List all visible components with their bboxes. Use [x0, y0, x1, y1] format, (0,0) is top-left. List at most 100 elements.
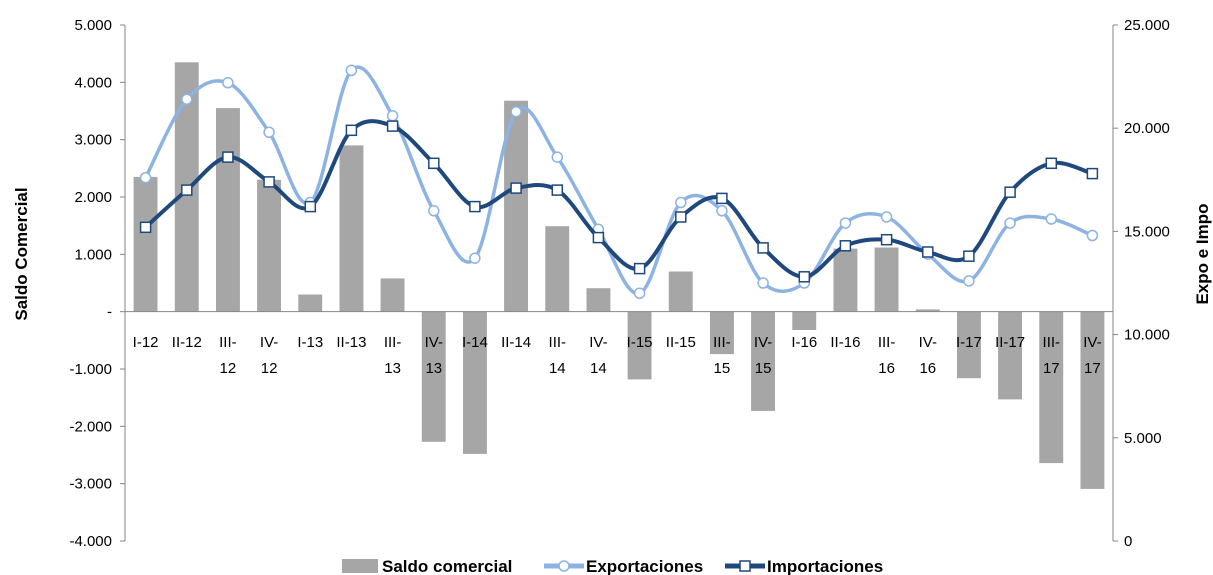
left-tick-label: -4.000 — [69, 533, 112, 550]
left-tick-label: 4.000 — [74, 74, 112, 91]
line-importaciones — [143, 119, 1095, 279]
legend: Saldo comercial Exportaciones Importacio… — [342, 557, 883, 575]
category-label-I-12: I-12 — [133, 334, 159, 351]
legend-marker-importaciones — [739, 560, 751, 572]
category-label-III-12: III- — [219, 334, 237, 351]
point-importaciones-III-15 — [716, 192, 728, 205]
point-exportaciones-IV-15 — [757, 277, 769, 289]
point-importaciones-I-17 — [963, 250, 975, 262]
bar-saldo-II-17 — [998, 311, 1022, 400]
bar-saldo-IV-12 — [257, 179, 281, 312]
category-label-III-13: 13 — [384, 360, 401, 377]
point-importaciones-I-13 — [304, 200, 317, 213]
category-label-I-14: I-14 — [462, 334, 488, 351]
right-tick-label: 10.000 — [1124, 327, 1170, 344]
category-label-IV-17: IV- — [1083, 334, 1101, 351]
category-label-II-13: II-13 — [336, 334, 366, 351]
point-importaciones-I-16 — [798, 271, 811, 283]
line-series — [139, 64, 1099, 300]
point-exportaciones-II-16 — [839, 217, 852, 229]
category-label-I-13: I-13 — [297, 334, 323, 351]
point-exportaciones-II-13 — [345, 64, 358, 77]
point-importaciones-III-13 — [386, 120, 399, 132]
right-tick-label: 5.000 — [1124, 430, 1162, 447]
category-label-IV-13: IV- — [425, 334, 443, 351]
category-label-IV-14: 14 — [590, 360, 607, 377]
bar-series-saldo-comercial — [133, 62, 1105, 489]
right-tick-label: 0 — [1124, 533, 1132, 550]
point-importaciones-IV-13 — [428, 157, 440, 170]
legend-swatch-saldo-comercial — [342, 559, 378, 573]
legend-label-saldo-comercial: Saldo comercial — [382, 557, 512, 575]
bar-saldo-III-13 — [380, 278, 405, 312]
bar-saldo-IV-14 — [586, 288, 611, 312]
left-tick-label: -3.000 — [69, 476, 112, 493]
point-exportaciones-IV-17 — [1086, 229, 1099, 242]
y2-axis-title: Expo e Impo — [1193, 203, 1212, 304]
bar-saldo-III-16 — [874, 247, 899, 312]
axes — [124, 25, 1114, 541]
category-label-I-15: I-15 — [627, 334, 653, 351]
point-exportaciones-I-14 — [469, 252, 481, 264]
point-exportaciones-IV-12 — [263, 126, 275, 139]
point-importaciones-III-17 — [1045, 157, 1058, 170]
point-importaciones-II-14 — [510, 182, 522, 194]
category-label-II-12: II-12 — [172, 334, 202, 351]
point-importaciones-IV-15 — [757, 242, 769, 254]
bar-saldo-II-13 — [339, 145, 364, 312]
category-label-II-15: II-15 — [666, 334, 696, 351]
point-exportaciones-III-16 — [880, 211, 893, 223]
bar-saldo-I-16 — [792, 311, 817, 330]
category-label-II-16: II-16 — [830, 334, 860, 351]
point-exportaciones-II-15 — [675, 196, 687, 209]
right-axis-ticks: 25.000 20.000 15.000 10.000 5.000 0 — [1113, 17, 1170, 550]
category-label-IV-15: 15 — [755, 360, 772, 377]
category-label-III-16: 16 — [878, 360, 895, 377]
bar-saldo-I-15 — [627, 311, 652, 380]
left-axis-ticks: 5.000 4.000 3.000 2.000 1.000 - -1.000 -2.000 -3… — [69, 17, 125, 550]
point-importaciones-II-12 — [181, 184, 193, 196]
point-importaciones-II-15 — [675, 211, 687, 223]
left-tick-label: - — [107, 304, 112, 321]
point-importaciones-II-13 — [345, 124, 358, 137]
category-label-III-14: III- — [549, 334, 567, 351]
bar-saldo-I-13 — [298, 294, 323, 312]
category-label-I-17: I-17 — [956, 334, 982, 351]
point-exportaciones-II-14 — [510, 105, 522, 118]
category-label-IV-13: 13 — [425, 360, 442, 377]
bar-saldo-IV-15 — [751, 311, 775, 411]
point-exportaciones-III-17 — [1045, 213, 1058, 225]
point-exportaciones-I-15 — [633, 287, 646, 300]
category-label-IV-15: IV- — [754, 334, 772, 351]
legend-marker-exportaciones — [558, 560, 570, 572]
bar-saldo-III-15 — [710, 311, 734, 355]
point-importaciones-II-16 — [839, 240, 852, 252]
legend-label-exportaciones: Exportaciones — [586, 557, 703, 575]
category-label-IV-12: 12 — [261, 360, 278, 377]
point-exportaciones-I-17 — [963, 275, 975, 287]
left-tick-label: 3.000 — [74, 132, 112, 149]
bar-saldo-III-17 — [1039, 311, 1064, 464]
y-axis-title: Saldo Comercial — [12, 187, 31, 320]
category-label-III-17: 17 — [1043, 360, 1060, 377]
category-label-III-14: 14 — [549, 360, 566, 377]
left-tick-label: -1.000 — [69, 361, 112, 378]
bar-saldo-I-12 — [133, 176, 158, 312]
point-importaciones-III-12 — [222, 151, 234, 163]
right-tick-label: 20.000 — [1124, 120, 1170, 137]
point-importaciones-IV-14 — [592, 231, 605, 244]
point-exportaciones-II-17 — [1004, 217, 1016, 229]
bar-saldo-II-15 — [668, 271, 693, 312]
left-tick-label: 1.000 — [74, 246, 112, 263]
bar-saldo-I-14 — [463, 311, 487, 454]
bar-saldo-IV-16 — [915, 309, 940, 312]
right-tick-label: 25.000 — [1124, 17, 1170, 34]
point-importaciones-II-17 — [1004, 186, 1016, 198]
bar-saldo-III-14 — [545, 226, 570, 312]
point-importaciones-IV-16 — [922, 246, 934, 258]
bar-saldo-III-12 — [216, 108, 240, 312]
left-tick-label: 5.000 — [74, 17, 112, 34]
category-label-III-13: III- — [384, 334, 402, 351]
category-label-II-14: II-14 — [501, 334, 531, 351]
